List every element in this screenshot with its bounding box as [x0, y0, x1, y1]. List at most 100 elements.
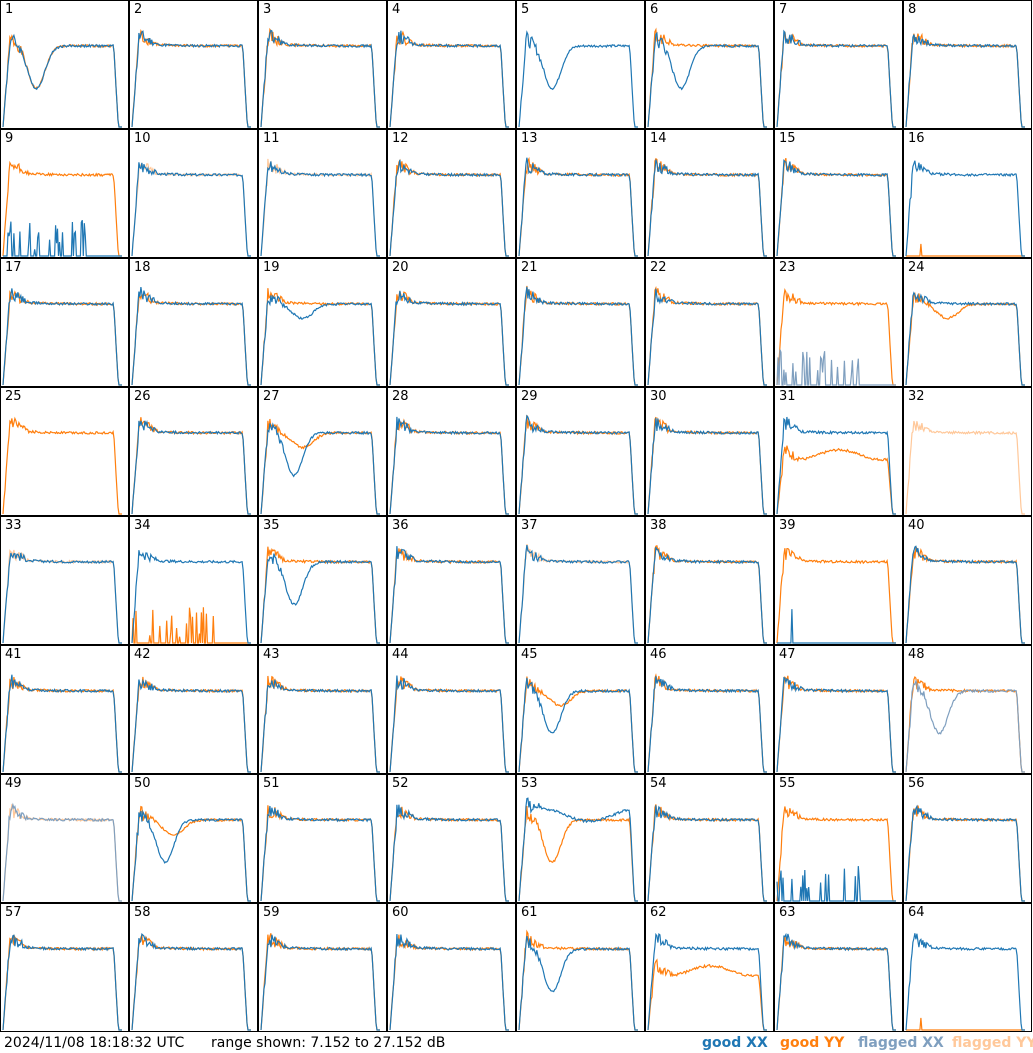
- xx-trace: [776, 158, 896, 257]
- panel-plot: [2, 802, 122, 902]
- yy-trace: [260, 27, 380, 128]
- yy-trace: [2, 549, 122, 644]
- xx-trace: [389, 159, 509, 257]
- panel-plot: [518, 285, 638, 386]
- yy-trace: [131, 162, 251, 257]
- panel-63: 63: [774, 903, 903, 1032]
- panel-plot: [131, 162, 251, 257]
- panel-plot: [389, 934, 509, 1031]
- xx-trace: [647, 31, 767, 128]
- panel-plot: [260, 933, 380, 1031]
- panel-label: 64: [908, 905, 925, 920]
- xx-trace: [647, 546, 767, 644]
- panel-20: 20: [387, 258, 516, 387]
- panel-38: 38: [645, 516, 774, 645]
- xx-trace: [518, 414, 638, 515]
- panel-label: 40: [908, 518, 925, 533]
- panel-plot: [2, 934, 122, 1031]
- xx-trace: [389, 934, 509, 1031]
- panel-44: 44: [387, 645, 516, 774]
- panel-label: 48: [908, 647, 925, 662]
- panel-6: 6: [645, 0, 774, 129]
- legend-word: flagged: [952, 1035, 1012, 1051]
- panel-label: 46: [650, 647, 667, 662]
- panel-label: 41: [5, 647, 22, 662]
- panel-plot: [131, 28, 251, 128]
- panel-11: 11: [258, 129, 387, 258]
- panel-43: 43: [258, 645, 387, 774]
- panel-15: 15: [774, 129, 903, 258]
- xx-trace: [776, 416, 896, 515]
- panel-plot: [260, 675, 380, 773]
- xx-trace: [131, 933, 251, 1031]
- panel-plot: [389, 675, 509, 773]
- panel-label: 8: [908, 2, 917, 17]
- xx-trace: [260, 679, 380, 773]
- panel-plot: [776, 932, 896, 1031]
- panel-plot: [647, 27, 767, 128]
- xx-trace: [905, 679, 1025, 773]
- panel-label: 19: [263, 260, 280, 275]
- xx-trace: [647, 805, 767, 902]
- panel-plot: [905, 933, 1025, 1031]
- panel-42: 42: [129, 645, 258, 774]
- panel-label: 42: [134, 647, 151, 662]
- xx-trace: [260, 553, 380, 644]
- legend-key: YY: [1016, 1035, 1033, 1051]
- panel-label: 21: [521, 260, 538, 275]
- yy-trace: [2, 160, 122, 257]
- xx-trace: [260, 422, 380, 515]
- panel-label: 27: [263, 389, 280, 404]
- xx-trace: [518, 157, 638, 257]
- yy-trace: [776, 547, 896, 644]
- panel-28: 28: [387, 387, 516, 516]
- panel-plot: [389, 804, 509, 902]
- panel-plot: [647, 804, 767, 902]
- panel-12: 12: [387, 129, 516, 258]
- panel-plot: [260, 158, 380, 257]
- panel-plot: [131, 287, 251, 386]
- panel-plot: [647, 544, 767, 644]
- panel-label: 25: [5, 389, 22, 404]
- panel-10: 10: [129, 129, 258, 258]
- panel-label: 9: [5, 131, 14, 146]
- panel-plot: [389, 416, 509, 515]
- legend-key: XX: [922, 1035, 944, 1051]
- xx-trace: [2, 33, 122, 128]
- panel-label: 12: [392, 131, 409, 146]
- xx-trace: [2, 552, 122, 644]
- xx-trace: [2, 288, 122, 386]
- yy-trace: [518, 415, 638, 515]
- panel-52: 52: [387, 774, 516, 903]
- panel-label: 10: [134, 131, 151, 146]
- panel-label: 54: [650, 776, 667, 791]
- panel-plot: [776, 416, 896, 515]
- yy-trace: [131, 607, 251, 644]
- xx-trace: [518, 797, 638, 902]
- panel-47: 47: [774, 645, 903, 774]
- panel-label: 61: [521, 905, 538, 920]
- yy-trace: [518, 676, 638, 773]
- panel-plot: [389, 158, 509, 257]
- panel-plot: [260, 805, 380, 902]
- legend-good-xx: good XX: [702, 1035, 768, 1051]
- panel-31: 31: [774, 387, 903, 516]
- xx-trace: [131, 162, 251, 257]
- panel-label: 17: [5, 260, 22, 275]
- panel-label: 29: [521, 389, 538, 404]
- panel-13: 13: [516, 129, 645, 258]
- legend-good-yy: good YY: [780, 1035, 844, 1051]
- panel-16: 16: [903, 129, 1032, 258]
- xx-trace: [260, 161, 380, 257]
- xx-trace: [131, 419, 251, 515]
- xx-trace: [260, 934, 380, 1031]
- yy-trace: [2, 803, 122, 902]
- xx-trace: [518, 677, 638, 773]
- panel-46: 46: [645, 645, 774, 774]
- yy-trace: [518, 544, 638, 644]
- xx-trace: [647, 159, 767, 257]
- xx-trace: [3, 219, 122, 257]
- yy-trace: [776, 288, 896, 386]
- yy-trace: [518, 929, 638, 1031]
- panel-label: 47: [779, 647, 796, 662]
